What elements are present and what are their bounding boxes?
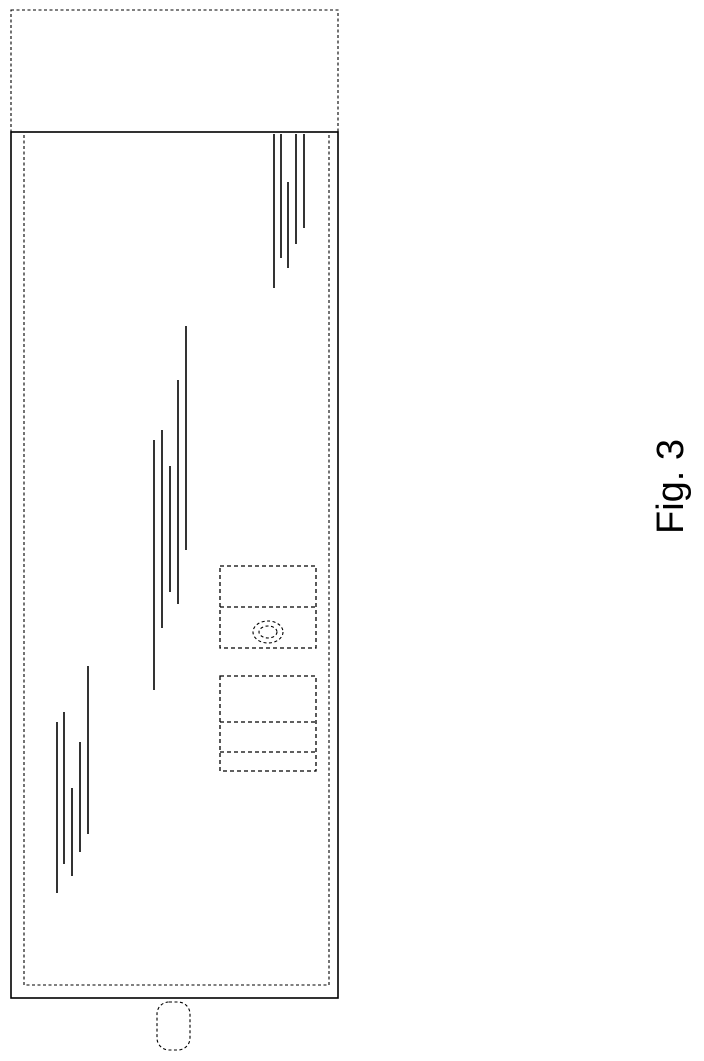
component-box-lower-outline [220,676,316,771]
oval-outer [253,621,283,643]
outer-housing [11,132,338,998]
line-group-upper [274,134,304,288]
bottom-knob [157,1002,190,1050]
inner-boundary [24,132,329,985]
oval-inner [259,626,277,638]
line-group-middle [154,326,186,690]
top-extension-region [11,10,338,132]
figure-caption: Fig. 3 [650,439,692,534]
component-box-lower [220,676,316,771]
component-box-upper [220,566,316,648]
line-group-lower [57,666,88,893]
